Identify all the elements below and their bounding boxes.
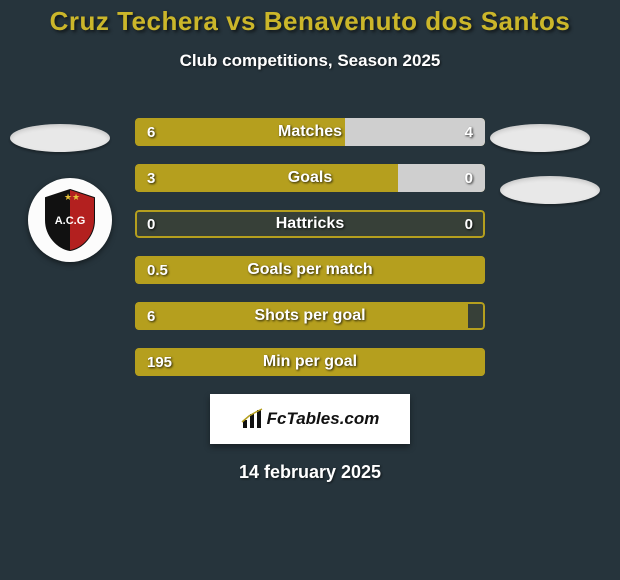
bar-fill-left [135,164,398,192]
generated-date: 14 february 2025 [0,462,620,483]
fctables-logo[interactable]: FcTables.com [210,394,410,444]
bar-fill-left [135,118,345,146]
page-subtitle: Club competitions, Season 2025 [0,51,620,71]
stat-row: 195Min per goal [135,348,485,376]
stat-row: 30Goals [135,164,485,192]
bar-fill-right [345,118,485,146]
stat-row: 00Hattricks [135,210,485,238]
bar-fill-left [135,256,485,284]
page-title: Cruz Techera vs Benavenuto dos Santos [0,0,620,37]
stat-row: 0.5Goals per match [135,256,485,284]
stat-bars: 64Matches 30Goals 00Hattricks 0.5Goals per … [135,118,485,376]
bar-track [135,210,485,238]
logo-text: FcTables.com [267,409,380,429]
stat-row: 6Shots per goal [135,302,485,330]
bar-fill-left [135,348,485,376]
bar-fill-left [135,302,468,330]
stats-area: 64Matches 30Goals 00Hattricks 0.5Goals per … [0,100,620,483]
bar-chart-icon [241,408,263,430]
bar-fill-right [398,164,486,192]
comparison-infographic: Cruz Techera vs Benavenuto dos Santos Cl… [0,0,620,580]
stat-row: 64Matches [135,118,485,146]
